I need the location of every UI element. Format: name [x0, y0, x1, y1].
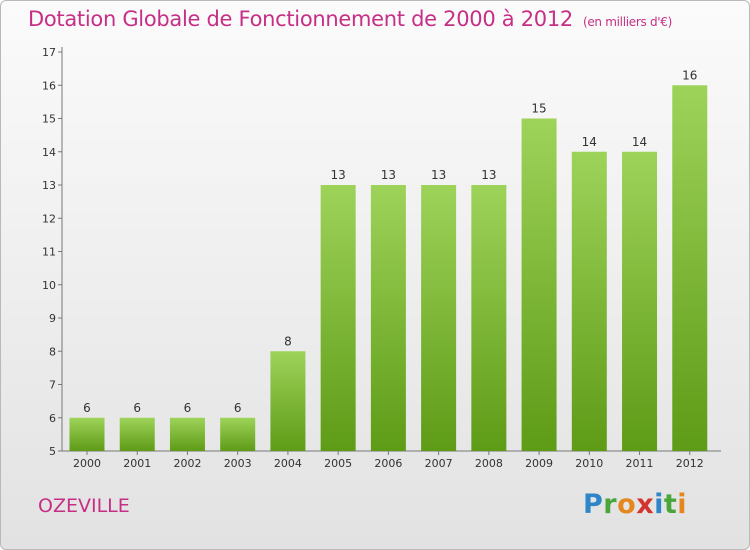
bars: 6 6 6 6 8 13 13 13 13 15 14 14 16 — [69, 68, 708, 451]
bar-value-label: 14 — [632, 135, 647, 149]
x-tick-label: 2011 — [626, 457, 654, 470]
bar — [622, 151, 658, 451]
x-tick-label: 2007 — [425, 457, 453, 470]
bar — [119, 417, 155, 451]
y-tick-label: 11 — [42, 246, 56, 259]
y-tick-label: 7 — [49, 379, 56, 392]
x-tick-label: 2009 — [525, 457, 553, 470]
bar-value-label: 13 — [431, 168, 446, 182]
x-tick-label: 2005 — [324, 457, 352, 470]
bar — [320, 185, 356, 451]
commune-name: OZEVILLE — [38, 495, 130, 517]
bar — [571, 151, 607, 451]
chart-title: Dotation Globale de Fonctionnement de 20… — [28, 7, 672, 31]
y-tick-label: 10 — [42, 279, 56, 292]
bar-value-label: 8 — [284, 334, 292, 348]
x-tick-label: 2008 — [475, 457, 503, 470]
bar — [521, 118, 557, 451]
x-axis: 2000 2001 2002 2003 2004 2005 2006 2007 2008 2009… — [62, 450, 721, 470]
y-tick-label: 13 — [42, 179, 56, 192]
x-tick-label: 2012 — [676, 457, 704, 470]
bar-value-label: 16 — [682, 68, 697, 82]
y-tick-label: 6 — [49, 412, 56, 425]
y-tick-label: 9 — [49, 312, 56, 325]
proxiti-logo[interactable]: Proxiti — [583, 489, 688, 520]
x-tick-label: 2002 — [173, 457, 201, 470]
bar — [169, 417, 205, 451]
bar — [69, 417, 105, 451]
bar-value-label: 6 — [133, 401, 141, 415]
bar-value-label: 13 — [331, 168, 346, 182]
x-tick-label: 2004 — [274, 457, 302, 470]
bar-value-label: 6 — [184, 401, 192, 415]
chart-title-text: Dotation Globale de Fonctionnement de 20… — [28, 7, 573, 31]
y-tick-label: 12 — [42, 212, 56, 225]
chart-unit: (en milliers d'€) — [582, 15, 672, 29]
bar-value-label: 14 — [582, 135, 597, 149]
bar-value-label: 6 — [234, 401, 242, 415]
bar — [270, 351, 306, 451]
bar — [471, 185, 507, 451]
y-tick-label: 17 — [42, 46, 56, 59]
bar-value-label: 13 — [481, 168, 496, 182]
bar — [421, 185, 457, 451]
bar — [370, 185, 406, 451]
bar — [672, 85, 708, 451]
bar-value-label: 15 — [531, 102, 546, 116]
y-axis: 5 6 7 8 9 10 11 12 13 14 15 16 17 — [42, 46, 63, 458]
x-tick-label: 2000 — [73, 457, 101, 470]
y-tick-label: 16 — [42, 79, 56, 92]
y-tick-label: 5 — [49, 445, 56, 458]
bar-value-label: 13 — [381, 168, 396, 182]
x-tick-label: 2006 — [374, 457, 402, 470]
x-tick-label: 2001 — [123, 457, 151, 470]
y-tick-label: 14 — [42, 146, 56, 159]
y-tick-label: 8 — [49, 345, 56, 358]
x-tick-label: 2003 — [224, 457, 252, 470]
bar-value-label: 6 — [83, 401, 91, 415]
x-tick-label: 2010 — [575, 457, 603, 470]
y-tick-label: 15 — [42, 113, 56, 126]
bar — [220, 417, 256, 451]
